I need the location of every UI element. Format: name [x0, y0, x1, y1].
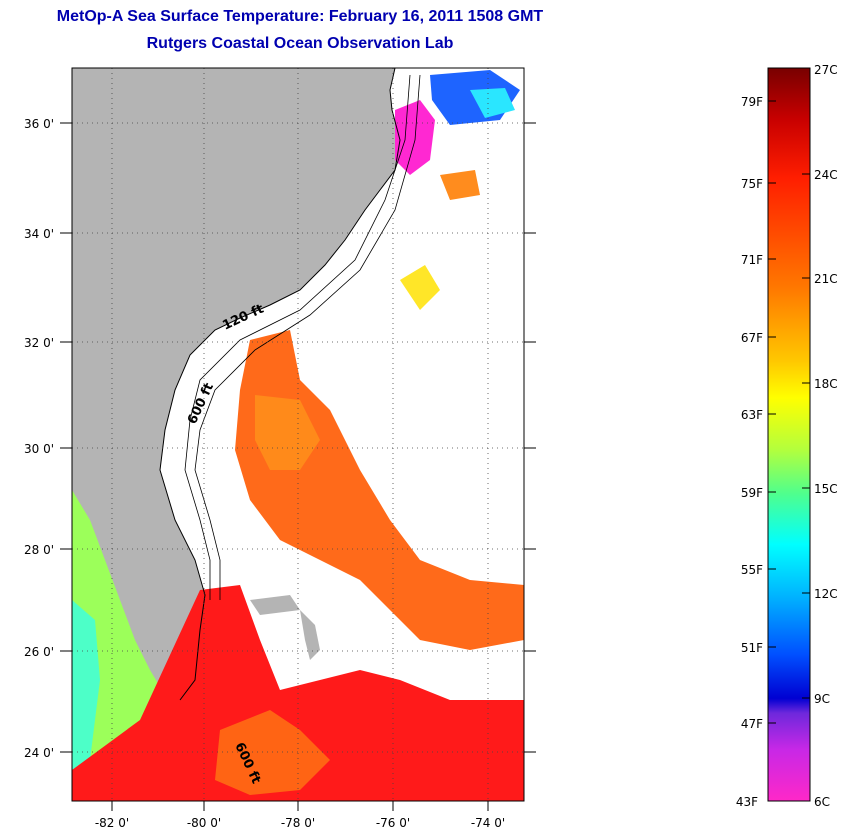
lat-label: 32 0' — [24, 336, 54, 350]
lat-label: 34 0' — [24, 227, 54, 241]
bahamas-abaco — [300, 610, 320, 660]
lat-label: 24 0' — [24, 746, 54, 760]
map-subtitle: Rutgers Coastal Ocean Observation Lab — [146, 35, 454, 52]
gulfstream-core — [255, 395, 320, 470]
lon-label: -78 0' — [281, 816, 315, 830]
lon-label: -80 0' — [187, 816, 221, 830]
axis-ticks — [60, 122, 536, 811]
lat-label: 26 0' — [24, 645, 54, 659]
hatteras-cyan — [470, 88, 515, 118]
gulfstream-sst — [235, 330, 524, 650]
contour-600ft — [194, 74, 421, 600]
lat-label: 36 0' — [24, 117, 54, 131]
lon-label: -74 0' — [471, 816, 505, 830]
offshore-yellow — [400, 265, 440, 310]
coastline — [159, 68, 401, 701]
lat-label: 28 0' — [24, 543, 54, 557]
south-warm-sst — [215, 710, 330, 795]
lat-label: 30 0' — [24, 442, 54, 456]
offshore-orange-patch — [440, 170, 480, 200]
land-mainland — [72, 68, 400, 700]
bahamas-grand — [250, 595, 300, 615]
contour-120ft — [184, 74, 411, 600]
gulf-cool-patch — [72, 600, 100, 770]
graticule — [72, 68, 524, 801]
lon-label: -82 0' — [95, 816, 129, 830]
lon-label: -76 0' — [376, 816, 410, 830]
map-title: MetOp-A Sea Surface Temperature: Februar… — [56, 8, 544, 25]
